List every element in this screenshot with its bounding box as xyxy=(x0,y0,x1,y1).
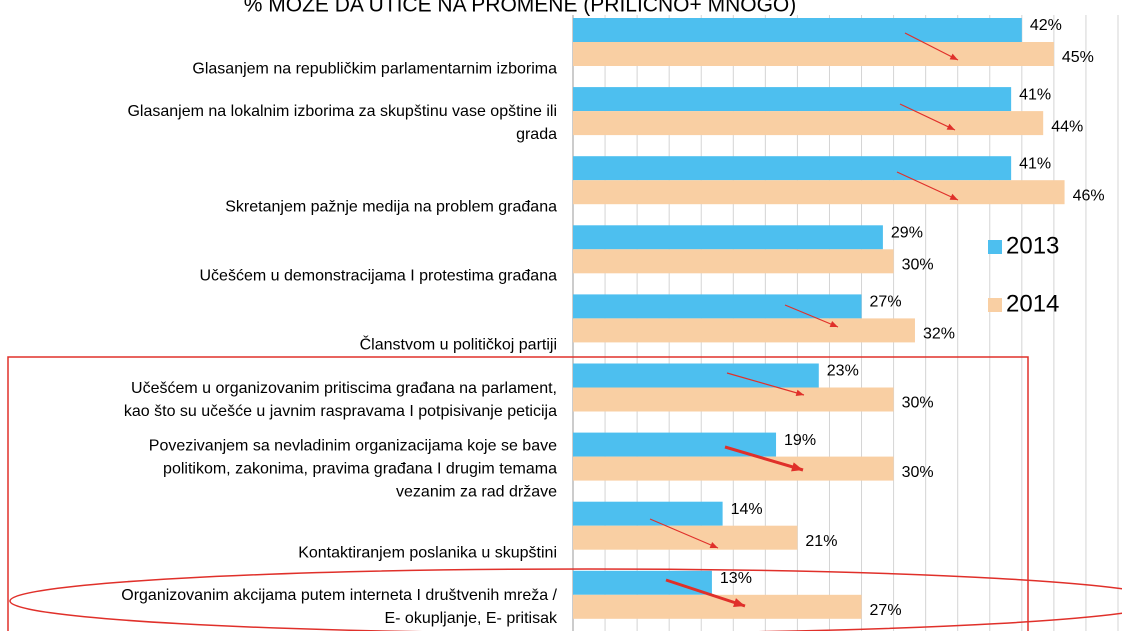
category-label: Organizovanim akcijama putem interneta I… xyxy=(121,586,557,627)
bar xyxy=(573,363,819,388)
value-label: 27% xyxy=(870,602,902,619)
arrow xyxy=(665,578,746,608)
value-label: 41% xyxy=(1019,86,1051,103)
bar xyxy=(573,156,1012,181)
value-label: 32% xyxy=(923,326,955,343)
legend-label: 2013 xyxy=(1006,232,1059,259)
bar xyxy=(573,42,1054,66)
value-label: 41% xyxy=(1019,155,1051,172)
highlight-ellipse xyxy=(9,568,1122,631)
arrow xyxy=(649,518,719,549)
arrow xyxy=(899,103,956,131)
bar xyxy=(573,180,1065,205)
arrow-head xyxy=(795,389,804,397)
arrow xyxy=(896,171,959,201)
category-label: Skretanjem pažnje medija na problem građ… xyxy=(225,198,557,216)
arrow-head xyxy=(949,53,958,60)
value-label: 44% xyxy=(1051,118,1083,135)
bar xyxy=(573,87,1012,112)
arrow-head xyxy=(733,598,745,607)
arrow-head xyxy=(709,541,718,548)
value-label: 42% xyxy=(1030,17,1062,34)
arrow xyxy=(726,372,805,396)
category-label: Kontaktiranjem poslanika u skupštini xyxy=(298,544,557,562)
value-label: 30% xyxy=(902,395,934,412)
value-label: 19% xyxy=(784,432,816,449)
bar xyxy=(573,594,862,619)
bar xyxy=(573,18,1022,42)
value-label: 21% xyxy=(805,533,837,550)
legend-label: 2014 xyxy=(1006,290,1059,317)
value-label: 29% xyxy=(891,225,923,242)
arrow-head xyxy=(791,462,803,472)
category-label: Glasanjem na lokalnim izborima za skupšt… xyxy=(127,103,557,144)
bar xyxy=(573,456,894,481)
arrow xyxy=(904,32,959,61)
arrow-head xyxy=(946,123,955,130)
value-label: 23% xyxy=(827,363,859,380)
bar xyxy=(573,501,723,526)
arrow-head xyxy=(949,193,958,200)
value-label: 30% xyxy=(902,464,934,481)
value-label: 45% xyxy=(1062,49,1094,66)
category-label: Povezivanjem sa nevladinim organizacijam… xyxy=(148,437,557,501)
arrow xyxy=(724,445,804,472)
bar xyxy=(573,387,894,412)
category-label: Glasanjem na republičkim parlamentarnim … xyxy=(192,60,557,78)
legend-swatch xyxy=(988,298,1002,312)
value-label: 14% xyxy=(731,501,763,518)
category-label: Članstvom u političkoj partiji xyxy=(359,336,557,354)
chart-title: % MOŽE DA UTIČE NA PROMENE (PRILIČNO+ MN… xyxy=(244,0,796,17)
bar xyxy=(573,249,894,274)
bar xyxy=(573,318,915,343)
category-label: Učešćem u demonstracijama I protestima g… xyxy=(199,267,558,285)
bar xyxy=(573,111,1044,136)
value-label: 13% xyxy=(720,570,752,587)
value-label: 27% xyxy=(870,294,902,311)
legend-swatch xyxy=(988,240,1002,254)
arrow-head xyxy=(829,321,838,328)
bar xyxy=(573,570,712,595)
category-label: Učešćem u organizovanim pritiscima građa… xyxy=(123,379,557,420)
arrow xyxy=(784,304,839,328)
highlight-box xyxy=(7,356,1029,631)
value-label: 46% xyxy=(1073,187,1105,204)
value-label: 30% xyxy=(902,257,934,274)
bar xyxy=(573,525,798,550)
bar xyxy=(573,294,862,319)
annotations xyxy=(7,32,1122,631)
bar xyxy=(573,225,883,250)
